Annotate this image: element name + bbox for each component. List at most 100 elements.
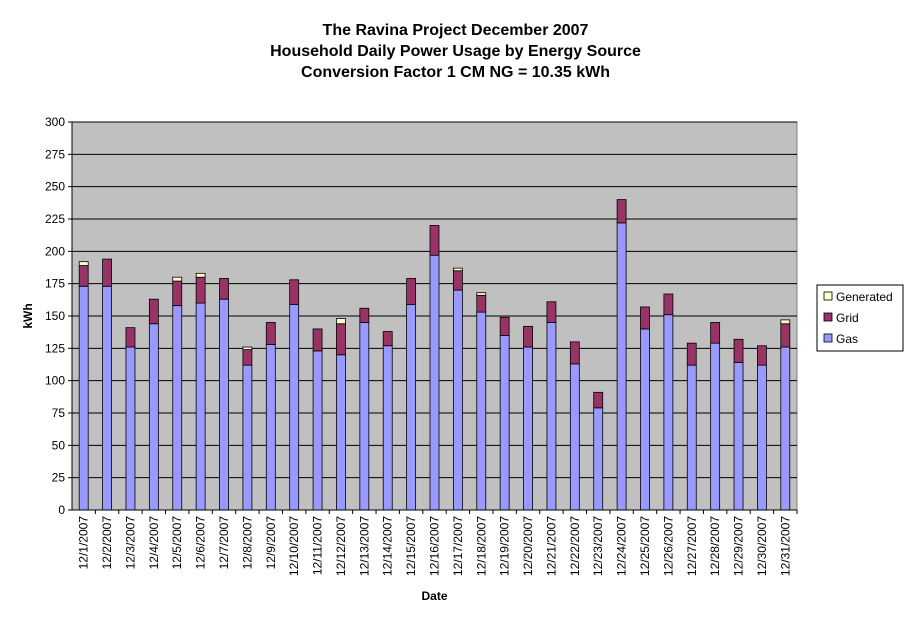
x-tick-label: 12/11/2007 [311,516,325,575]
bar-segment-grid [312,328,323,352]
bar-segment-grid [476,294,487,313]
y-tick-label: 175 [45,277,65,291]
bar-segment-gas [382,345,393,511]
bar-segment-gas [125,346,136,511]
bar-segment-grid [616,199,627,224]
bar-segment-gas [686,364,697,511]
bar-segment-gas [265,344,276,511]
x-axis-title: Date [421,589,447,603]
x-tick-label: 12/25/2007 [638,516,652,576]
x-tick-label: 12/16/2007 [428,516,442,576]
x-tick-label: 12/18/2007 [474,516,488,576]
y-tick-label: 25 [52,471,66,485]
x-tick-label: 12/5/2007 [170,516,184,570]
y-tick-label: 250 [45,180,65,194]
x-tick-label: 12/22/2007 [568,516,582,576]
bar-segment-generated [78,261,89,266]
legend-label-grid: Grid [836,311,859,325]
bar-segment-gas [593,407,604,511]
x-tick-label: 12/24/2007 [615,516,629,576]
bar-segment-grid [195,276,206,304]
bar-segment-gas [569,363,580,511]
bar-segment-grid [336,323,346,356]
y-tick-label: 100 [45,374,65,388]
y-tick-label: 0 [58,503,65,517]
bar-segment-grid [429,225,440,256]
x-tick-label: 12/20/2007 [521,516,535,576]
x-tick-label: 12/8/2007 [240,516,254,570]
bar-segment-generated [242,346,253,351]
x-tick-label: 12/17/2007 [451,516,465,576]
bar-segment-grid [733,338,744,363]
bar-segment-grid [148,298,159,325]
x-tick-label: 12/15/2007 [404,516,418,576]
x-tick-label: 12/13/2007 [357,516,371,576]
x-tick-label: 12/19/2007 [498,516,512,576]
x-tick-label: 12/26/2007 [661,516,675,576]
x-tick-label: 12/30/2007 [755,516,769,576]
bar-segment-gas [312,350,323,511]
legend: Generated Grid Gas [816,284,904,352]
bar-segment-grid [663,293,674,316]
x-tick-label: 12/28/2007 [708,516,722,576]
y-axis-title: kWh [21,303,35,328]
x-tick-label: 12/23/2007 [591,516,605,576]
y-axis: 0 25 50 75 100 125 150 175 200 225 250 275 300 [45,115,797,517]
bar-segment-grid [546,301,557,323]
y-tick-label: 200 [45,244,65,258]
y-tick-label: 275 [45,147,65,161]
bar-segment-gas [336,354,346,511]
x-tick-label: 12/7/2007 [217,516,231,570]
bar-segment-grid [125,327,136,348]
x-tick-label: 12/2/2007 [100,516,114,570]
chart-title-line-1: The Ravina Project December 2007 [322,22,589,39]
bar-segment-grid [593,391,604,409]
bar-segment-gas [219,298,229,511]
bar-segment-gas [546,322,557,511]
y-tick-label: 125 [45,341,65,355]
bar-segment-grid [757,345,767,366]
y-tick-label: 150 [45,309,65,323]
bar-segment-grid [523,325,533,348]
bar-segment-generated [336,318,346,325]
bar-segment-gas [523,346,533,511]
x-tick-label: 12/1/2007 [77,516,91,570]
bar-segment-grid [219,278,229,300]
bar-segment-grid [102,258,112,287]
bar-segment-gas [195,302,206,511]
bar-segment-gas [289,303,300,511]
bar-segment-gas [406,303,417,511]
bar-segment-grid [499,316,510,336]
bar-segment-gas [780,346,791,511]
bar-segment-grid [382,331,393,347]
x-tick-label: 12/21/2007 [544,516,558,576]
bar-segment-grid [640,306,650,330]
legend-swatch-generated [823,291,833,301]
chart-title: The Ravina Project December 2007 Househo… [0,20,911,83]
bar-segment-grid [780,323,791,348]
bar-segment-grid [78,265,89,287]
bar-segment-grid [359,307,370,323]
x-tick-label: 12/10/2007 [287,516,301,576]
bar-segment-grid [242,349,253,366]
bar-segment-grid [265,322,276,345]
bar-segment-grid [569,341,580,365]
bar-segment-gas [616,222,627,511]
bar-segment-gas [733,362,744,511]
legend-swatch-gas [823,333,833,343]
bar-segment-gas [78,285,89,511]
x-tick-label: 12/27/2007 [685,516,699,576]
bar-segment-grid [406,278,417,305]
bar-segment-grid [172,280,183,307]
chart-title-line-3: Conversion Factor 1 CM NG = 10.35 kWh [301,64,610,81]
y-tick-label: 225 [45,212,65,226]
bar-segment-gas [476,311,487,511]
bar-segment-grid [452,270,463,291]
bar-segment-gas [359,322,370,511]
bar-segment-generated [452,267,463,272]
bar-segment-gas [452,289,463,511]
y-tick-label: 300 [45,115,65,129]
x-axis: 12/1/2007 12/2/2007 12/3/2007 12/4/2007 12/5… [77,510,798,576]
x-tick-label: 12/4/2007 [147,516,161,570]
